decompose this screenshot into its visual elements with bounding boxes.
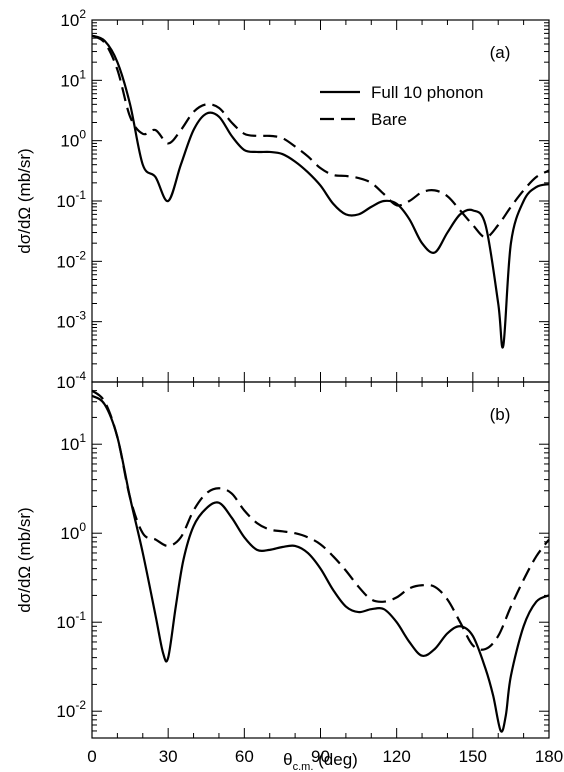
panel-b-series-bare-line bbox=[91, 389, 550, 651]
x-axis-title-unit: (deg) bbox=[313, 750, 357, 769]
x-tick-label: 60 bbox=[235, 747, 254, 766]
y-tick-base: 10 bbox=[56, 613, 75, 632]
x-tick-label: 0 bbox=[87, 747, 96, 766]
y-tick-exponent: -2 bbox=[75, 698, 86, 712]
x-tick-label: 120 bbox=[382, 747, 410, 766]
y-tick-exponent: -4 bbox=[75, 369, 86, 383]
panel-b-series-full-10-phonon-line bbox=[91, 394, 550, 733]
y-tick-exponent: 2 bbox=[79, 7, 86, 21]
x-tick-label: 180 bbox=[535, 747, 563, 766]
panel-a-y-tick-label: 10-3 bbox=[56, 309, 86, 332]
panel-a-y-tick-label: 102 bbox=[60, 7, 86, 30]
panel-a-y-tick-label: 10-2 bbox=[56, 248, 86, 271]
panel-b-y-axis-title: dσ/dΩ (mb/sr) bbox=[15, 507, 34, 612]
x-axis-title-subscript: c.m. bbox=[293, 761, 314, 772]
panel-b-label: (b) bbox=[490, 405, 511, 424]
panel-a-label: (a) bbox=[490, 43, 511, 62]
x-tick-label: 150 bbox=[459, 747, 487, 766]
y-tick-base: 10 bbox=[56, 192, 75, 211]
panel-a-series-bare-line bbox=[91, 34, 550, 239]
x-axis-title-symbol: θ bbox=[283, 750, 292, 769]
x-tick-label: 30 bbox=[159, 747, 178, 766]
panel-b-y-tick-label: 101 bbox=[60, 431, 86, 454]
y-tick-exponent: -3 bbox=[75, 309, 86, 323]
y-tick-base: 10 bbox=[56, 702, 75, 721]
y-tick-base: 10 bbox=[60, 71, 79, 90]
y-tick-exponent: -1 bbox=[75, 609, 86, 623]
y-tick-base: 10 bbox=[60, 435, 79, 454]
panel-a-y-tick-label: 10-1 bbox=[56, 188, 86, 211]
legend-label-full-10-phonon: Full 10 phonon bbox=[371, 83, 483, 102]
y-tick-exponent: 1 bbox=[79, 67, 86, 81]
panel-a-series-full-10-phonon-line bbox=[91, 34, 550, 349]
panel-a-y-tick-label: 101 bbox=[60, 67, 86, 90]
y-tick-base: 10 bbox=[60, 11, 79, 30]
panel-a-y-tick-label: 100 bbox=[60, 128, 86, 151]
y-tick-base: 10 bbox=[60, 132, 79, 151]
y-tick-base: 10 bbox=[56, 373, 75, 392]
y-tick-base: 10 bbox=[56, 252, 75, 271]
y-tick-exponent: -2 bbox=[75, 248, 86, 262]
panel-b-y-tick-label: 10-1 bbox=[56, 609, 86, 632]
y-tick-base: 10 bbox=[56, 313, 75, 332]
y-tick-base: 10 bbox=[60, 524, 79, 543]
y-tick-exponent: 0 bbox=[79, 128, 86, 142]
y-tick-exponent: 1 bbox=[79, 431, 86, 445]
x-axis-title: θc.m. (deg) bbox=[283, 750, 358, 772]
x-tick-label: 90 bbox=[311, 747, 330, 766]
panel-a-y-axis-title: dσ/dΩ (mb/sr) bbox=[15, 148, 34, 253]
legend-label-bare: Bare bbox=[371, 110, 407, 129]
panel-b-y-tick-label: 100 bbox=[60, 520, 86, 543]
panel-b-y-tick-label: 10-2 bbox=[56, 698, 86, 721]
panel-a-y-tick-label: 10-4 bbox=[56, 369, 86, 392]
y-tick-exponent: 0 bbox=[79, 520, 86, 534]
y-tick-exponent: -1 bbox=[75, 188, 86, 202]
